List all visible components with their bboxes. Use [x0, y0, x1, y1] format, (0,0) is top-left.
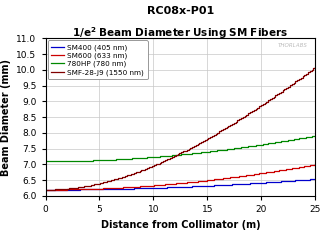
SMF-28-J9 (1550 nm): [188, 147, 192, 150]
Line: 780HP (780 nm): 780HP (780 nm): [46, 136, 315, 161]
Text: THORLABS: THORLABS: [277, 43, 307, 48]
SM600 (633 nm): [44, 188, 47, 191]
SMF-28-J9 (1550 nm): [257, 106, 261, 109]
SMF-28-J9 (1550 nm): [214, 133, 218, 136]
SMF-28-J9 (1550 nm): [286, 86, 290, 89]
X-axis label: Distance from Collimator (m): Distance from Collimator (m): [100, 220, 260, 230]
SM400 (405 nm): [44, 188, 47, 191]
SM400 (405 nm): [132, 187, 136, 190]
SMF-28-J9 (1550 nm): [44, 188, 47, 191]
Line: SM600 (633 nm): SM600 (633 nm): [46, 164, 315, 190]
SM400 (405 nm): [214, 184, 218, 187]
SMF-28-J9 (1550 nm): [132, 172, 136, 175]
SM400 (405 nm): [286, 180, 290, 183]
SM600 (633 nm): [257, 172, 261, 175]
SM600 (633 nm): [51, 188, 55, 191]
780HP (780 nm): [44, 160, 47, 163]
780HP (780 nm): [313, 134, 317, 137]
780HP (780 nm): [51, 160, 55, 163]
Y-axis label: Beam Diameter (mm): Beam Diameter (mm): [1, 59, 11, 176]
SMF-28-J9 (1550 nm): [313, 65, 317, 68]
780HP (780 nm): [257, 144, 261, 147]
SM600 (633 nm): [188, 181, 192, 184]
SM400 (405 nm): [51, 188, 55, 191]
SM400 (405 nm): [188, 185, 192, 188]
Line: SMF-28-J9 (1550 nm): SMF-28-J9 (1550 nm): [46, 67, 315, 190]
780HP (780 nm): [214, 150, 218, 152]
780HP (780 nm): [132, 157, 136, 160]
SM400 (405 nm): [257, 182, 261, 185]
780HP (780 nm): [188, 152, 192, 155]
SM400 (405 nm): [313, 178, 317, 180]
SM600 (633 nm): [313, 163, 317, 166]
Text: RC08x-P01: RC08x-P01: [147, 6, 214, 16]
SM600 (633 nm): [214, 178, 218, 181]
SM600 (633 nm): [286, 168, 290, 171]
780HP (780 nm): [286, 139, 290, 142]
SM600 (633 nm): [132, 185, 136, 188]
Line: SM400 (405 nm): SM400 (405 nm): [46, 179, 315, 190]
Text: $\mathbf{1/e^2}$$\mathbf{\ Beam\ Diameter\ Using\ SM\ Fibers}$: $\mathbf{1/e^2}$$\mathbf{\ Beam\ Diamete…: [72, 25, 288, 41]
Legend: SM400 (405 nm), SM600 (633 nm), 780HP (780 nm), SMF-28-J9 (1550 nm): SM400 (405 nm), SM600 (633 nm), 780HP (7…: [48, 40, 148, 79]
SMF-28-J9 (1550 nm): [51, 188, 55, 191]
